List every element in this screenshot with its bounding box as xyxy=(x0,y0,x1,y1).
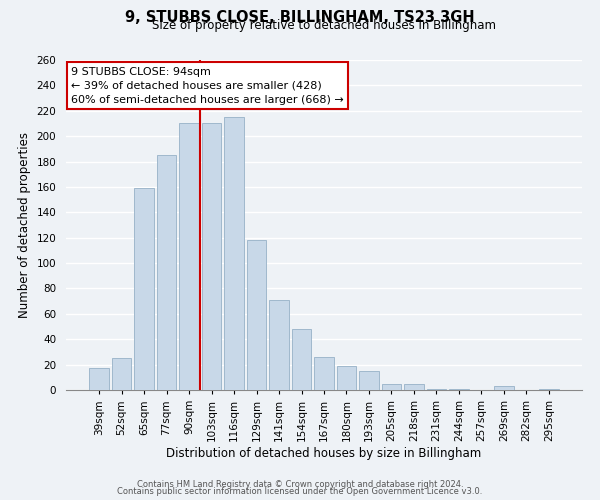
Bar xyxy=(247,240,266,390)
Bar xyxy=(494,386,514,390)
Bar xyxy=(224,117,244,390)
Bar xyxy=(89,368,109,390)
Bar xyxy=(539,388,559,390)
Bar xyxy=(179,124,199,390)
Bar xyxy=(382,384,401,390)
Y-axis label: Number of detached properties: Number of detached properties xyxy=(18,132,31,318)
Title: Size of property relative to detached houses in Billingham: Size of property relative to detached ho… xyxy=(152,20,496,32)
Bar xyxy=(314,357,334,390)
Bar xyxy=(269,300,289,390)
Text: Contains public sector information licensed under the Open Government Licence v3: Contains public sector information licen… xyxy=(118,487,482,496)
Bar xyxy=(449,388,469,390)
Bar xyxy=(337,366,356,390)
Text: Contains HM Land Registry data © Crown copyright and database right 2024.: Contains HM Land Registry data © Crown c… xyxy=(137,480,463,489)
Bar xyxy=(292,329,311,390)
Bar xyxy=(427,388,446,390)
Text: 9 STUBBS CLOSE: 94sqm
← 39% of detached houses are smaller (428)
60% of semi-det: 9 STUBBS CLOSE: 94sqm ← 39% of detached … xyxy=(71,66,344,104)
Bar xyxy=(359,371,379,390)
Bar xyxy=(202,124,221,390)
X-axis label: Distribution of detached houses by size in Billingham: Distribution of detached houses by size … xyxy=(166,446,482,460)
Bar xyxy=(157,155,176,390)
Bar xyxy=(134,188,154,390)
Bar xyxy=(404,384,424,390)
Bar xyxy=(112,358,131,390)
Text: 9, STUBBS CLOSE, BILLINGHAM, TS23 3GH: 9, STUBBS CLOSE, BILLINGHAM, TS23 3GH xyxy=(125,10,475,25)
